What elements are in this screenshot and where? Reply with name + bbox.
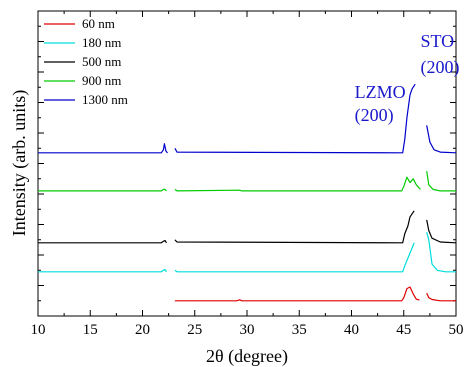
series-line-180-nm	[38, 268, 168, 273]
series-line-900-nm	[38, 188, 167, 192]
x-tick-label: 10	[31, 322, 46, 338]
y-axis	[38, 25, 456, 302]
peak-annotation: (200)	[420, 57, 459, 78]
annotations: LZMO (200) STO (200)	[355, 31, 460, 126]
x-tick-label: 25	[187, 322, 202, 338]
series-line-900-nm	[426, 171, 456, 192]
peak-annotation: LZMO	[355, 82, 406, 102]
series-line-60-nm	[174, 286, 420, 302]
x-tick-label: 15	[83, 322, 98, 338]
legend: 60 nm 180 nm 500 nm 900 nm 1300 nm	[44, 16, 128, 107]
x-tick-label: 30	[240, 322, 255, 338]
y-axis-title: Intensity (arb. units)	[9, 90, 30, 236]
series-line-180-nm	[426, 231, 456, 273]
peak-annotation: STO	[420, 31, 454, 51]
legend-label: 60 nm	[82, 16, 115, 31]
series-line-60-nm	[426, 292, 456, 302]
series-line-900-nm	[174, 176, 421, 192]
legend-label: 1300 nm	[82, 92, 128, 107]
series-group	[38, 83, 457, 302]
peak-annotation: (200)	[355, 105, 394, 126]
x-axis-title: 2θ (degree)	[206, 346, 288, 367]
legend-label: 900 nm	[82, 73, 121, 88]
series-line-500-nm	[38, 239, 168, 244]
series-line-1300-nm	[174, 83, 416, 154]
series-line-180-nm	[174, 242, 415, 273]
x-tick-label: 35	[292, 322, 307, 338]
series-line-1300-nm	[426, 125, 457, 154]
series-line-500-nm	[426, 219, 457, 244]
legend-label: 500 nm	[82, 54, 121, 69]
legend-label: 180 nm	[82, 35, 121, 50]
x-tick-label: 50	[449, 322, 464, 338]
series-line-500-nm	[174, 210, 415, 244]
x-tick-label: 20	[135, 322, 150, 338]
series-line-1300-nm	[38, 143, 169, 154]
x-tick-label: 45	[396, 322, 411, 338]
x-axis: 10 15 20 25 30 35 40 45 50	[31, 11, 464, 338]
x-tick-label: 40	[344, 322, 359, 338]
